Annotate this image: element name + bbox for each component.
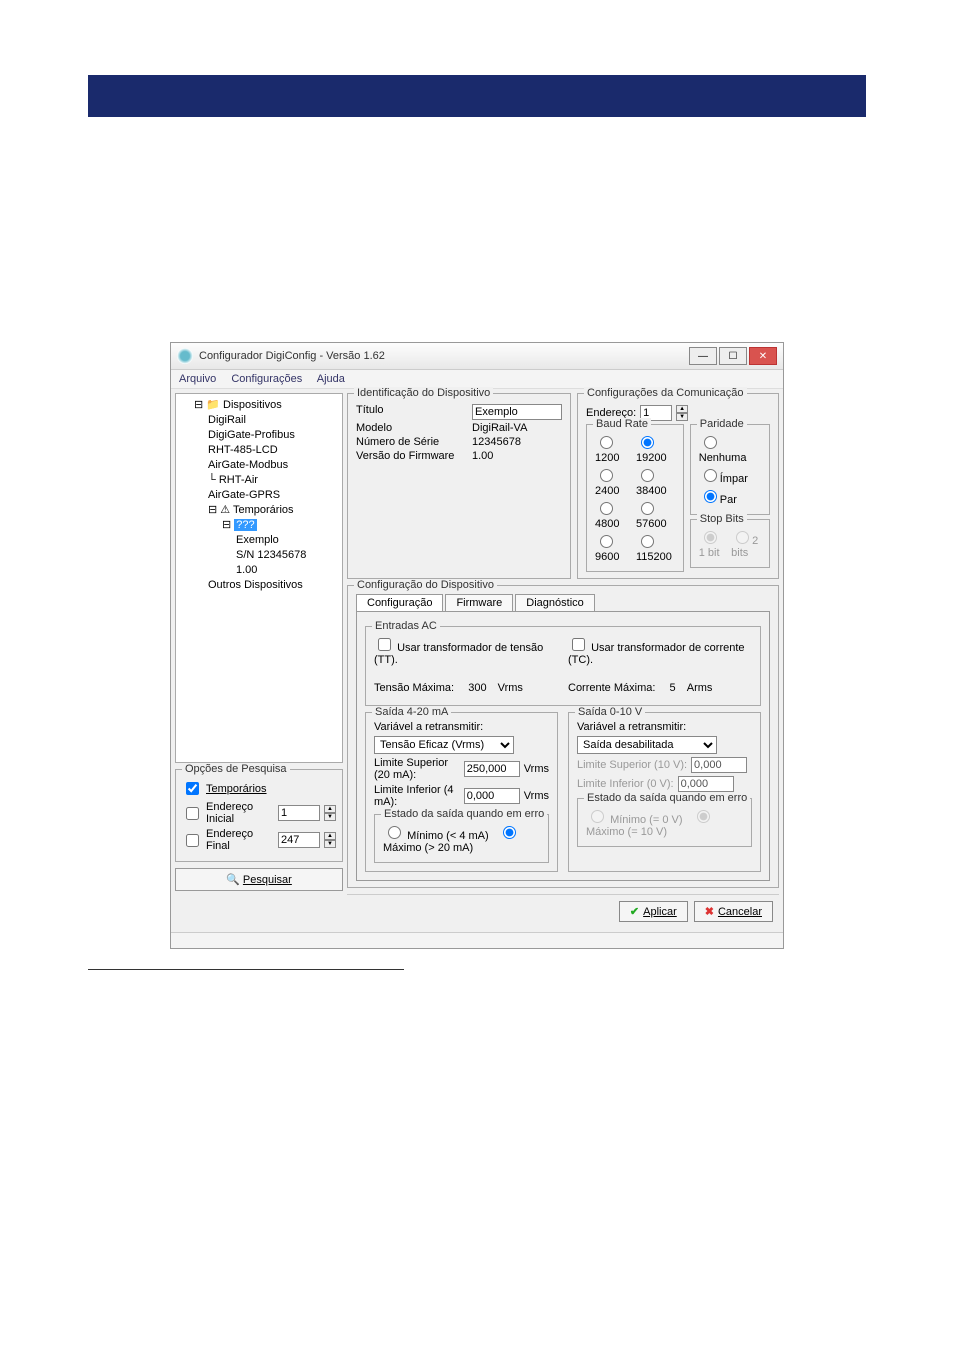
baud-57600[interactable] <box>641 502 654 515</box>
baud-19200[interactable] <box>641 436 654 449</box>
tree-item[interactable]: 1.00 <box>236 563 338 578</box>
search-end-label: Endereço Final <box>206 828 274 852</box>
ident-legend: Identificação do Dispositivo <box>354 387 493 399</box>
minimize-button[interactable]: — <box>689 347 717 365</box>
err010-max <box>697 810 710 823</box>
menu-file[interactable]: Arquivo <box>179 373 216 385</box>
use-tt-check[interactable] <box>378 638 391 651</box>
err420-min[interactable] <box>388 826 401 839</box>
search-legend: Opções de Pesquisa <box>182 763 290 775</box>
tree-item[interactable]: Exemplo <box>236 533 338 548</box>
tree-item[interactable]: RHT-485-LCD <box>208 443 338 458</box>
stopbits-group: Stop Bits 1 bit 2 bits <box>690 519 770 568</box>
search-start-input[interactable] <box>278 805 320 821</box>
check-icon: ✔ <box>630 905 639 918</box>
identification-group: Identificação do Dispositivo Título Mode… <box>347 393 571 579</box>
search-temp-label: Temporários <box>206 783 267 795</box>
entradas-ac-group: Entradas AC Usar transformador de tensão… <box>365 626 761 706</box>
search-options: Opções de Pesquisa Temporários Endereço … <box>175 769 343 862</box>
limsup-420-input[interactable] <box>464 761 520 777</box>
tree-selected[interactable]: ??? <box>234 519 256 531</box>
baud-38400[interactable] <box>641 469 654 482</box>
title-bar: Configurador DigiConfig - Versão 1.62 — … <box>171 343 783 370</box>
tree-item[interactable]: DigiRail <box>208 413 338 428</box>
limsup-010-input <box>691 757 747 773</box>
main-window: Configurador DigiConfig - Versão 1.62 — … <box>170 342 784 949</box>
retransmit-010-select[interactable]: Saída desabilitada <box>577 736 717 754</box>
search-button[interactable]: 🔍 Pesquisar <box>175 868 343 891</box>
window-title: Configurador DigiConfig - Versão 1.62 <box>199 350 689 362</box>
vmax-value: 300 <box>468 682 486 694</box>
saida-010-group: Saída 0-10 V Variável a retransmitir: Sa… <box>568 712 761 872</box>
spin-up[interactable]: ▲ <box>676 405 688 413</box>
search-end-check[interactable] <box>186 834 199 847</box>
tree-temp[interactable]: ⊟ ⚠ Temporários ⊟ ??? Exemplo S/N 123456… <box>208 503 338 578</box>
maximize-button[interactable]: ☐ <box>719 347 747 365</box>
tree-item[interactable]: └ RHT-Air <box>208 473 338 488</box>
search-end-input[interactable] <box>278 832 320 848</box>
imax-value: 5 <box>670 682 676 694</box>
spin-down[interactable]: ▼ <box>324 813 336 821</box>
comm-legend: Configurações da Comunicação <box>584 387 747 399</box>
baud-9600[interactable] <box>600 535 613 548</box>
parity-even[interactable] <box>704 490 717 503</box>
device-tree[interactable]: ⊟ 📁 Dispositivos DigiRail DigiGate-Profi… <box>175 393 343 763</box>
status-bar <box>171 932 783 948</box>
tab-firmware[interactable]: Firmware <box>445 594 513 611</box>
title-input[interactable] <box>472 404 562 420</box>
apply-button[interactable]: ✔Aplicar <box>619 901 688 922</box>
retransmit-420-select[interactable]: Tensão Eficaz (Vrms) <box>374 736 514 754</box>
model-value: DigiRail-VA <box>472 422 527 434</box>
tree-item[interactable]: AirGate-GPRS <box>208 488 338 503</box>
stop-1bit <box>704 531 717 544</box>
parity-group: Paridade Nenhuma Ímpar Par <box>690 424 770 515</box>
spin-down[interactable]: ▼ <box>676 413 688 421</box>
device-config-group: Configuração do Dispositivo Configuração… <box>347 585 779 888</box>
x-icon: ✖ <box>705 905 714 918</box>
fw-value: 1.00 <box>472 450 493 462</box>
use-tc-check[interactable] <box>572 638 585 651</box>
stop-2bits <box>736 531 749 544</box>
tree-other[interactable]: Outros Dispositivos <box>208 578 338 593</box>
spin-up[interactable]: ▲ <box>324 805 336 813</box>
baud-1200[interactable] <box>600 436 613 449</box>
communication-group: Configurações da Comunicação Endereço:▲▼… <box>577 393 779 579</box>
tree-item[interactable]: AirGate-Modbus <box>208 458 338 473</box>
tree-root[interactable]: ⊟ 📁 Dispositivos DigiRail DigiGate-Profi… <box>194 398 338 593</box>
tree-item[interactable]: S/N 12345678 <box>236 548 338 563</box>
err-state-420: Estado da saída quando em erro Mínimo (<… <box>374 814 549 863</box>
search-start-check[interactable] <box>186 807 199 820</box>
parity-none[interactable] <box>704 436 717 449</box>
baud-4800[interactable] <box>600 502 613 515</box>
err010-min <box>591 810 604 823</box>
close-button[interactable]: ✕ <box>749 347 777 365</box>
liminf-420-input[interactable] <box>464 788 520 804</box>
baud-group: Baud Rate 1200 2400 4800 9600 19200 <box>586 424 684 572</box>
menu-help[interactable]: Ajuda <box>317 373 345 385</box>
serial-value: 12345678 <box>472 436 521 448</box>
search-temp-check[interactable] <box>186 782 199 795</box>
menu-config[interactable]: Configurações <box>231 373 302 385</box>
tree-item[interactable]: DigiGate-Profibus <box>208 428 338 443</box>
baud-115200[interactable] <box>641 535 654 548</box>
spin-down[interactable]: ▼ <box>324 840 336 848</box>
err-state-010: Estado da saída quando em erro Mínimo (=… <box>577 798 752 847</box>
err420-max[interactable] <box>503 826 516 839</box>
spin-up[interactable]: ▲ <box>324 832 336 840</box>
saida-420-group: Saída 4-20 mA Variável a retransmitir: T… <box>365 712 558 872</box>
tab-config[interactable]: Configuração <box>356 594 443 611</box>
tab-diagnostics[interactable]: Diagnóstico <box>515 594 594 611</box>
app-icon <box>177 348 193 364</box>
cancel-button[interactable]: ✖Cancelar <box>694 901 773 922</box>
parity-odd[interactable] <box>704 469 717 482</box>
search-start-label: Endereço Inicial <box>206 801 274 825</box>
liminf-010-input <box>678 776 734 792</box>
baud-2400[interactable] <box>600 469 613 482</box>
